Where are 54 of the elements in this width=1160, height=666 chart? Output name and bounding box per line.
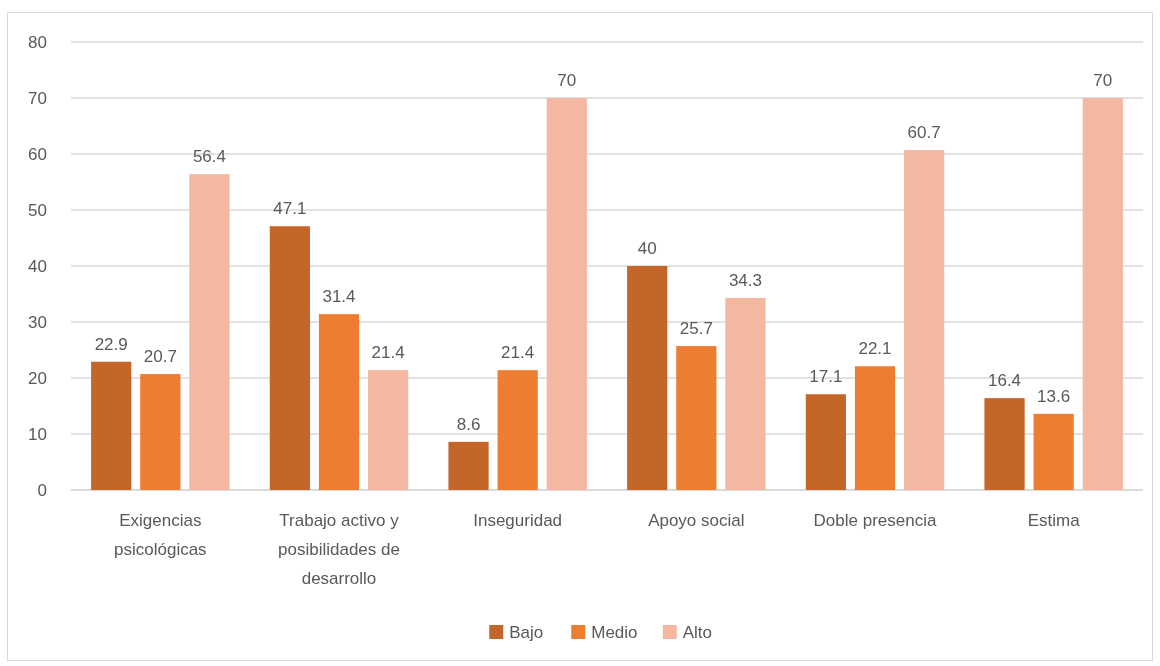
data-label: 47.1 xyxy=(273,199,307,219)
data-label: 25.7 xyxy=(679,319,713,339)
y-tick-label: 80 xyxy=(28,32,47,52)
data-label: 22.1 xyxy=(858,339,892,359)
data-label: 13.6 xyxy=(1037,386,1071,406)
bar xyxy=(805,394,846,490)
y-tick-label: 10 xyxy=(28,424,47,444)
y-tick-label: 60 xyxy=(28,144,47,164)
bar xyxy=(627,266,668,490)
bar xyxy=(1082,98,1123,490)
bar xyxy=(497,370,538,490)
data-label: 21.4 xyxy=(371,343,405,363)
y-tick-label: 20 xyxy=(28,368,47,388)
bar xyxy=(725,297,766,490)
y-tick-label: 70 xyxy=(28,88,47,108)
y-tick-label: 0 xyxy=(37,480,47,500)
data-label: 34.3 xyxy=(728,270,763,290)
bar xyxy=(368,370,409,490)
bar xyxy=(546,98,587,490)
legend-label: Alto xyxy=(682,622,713,642)
data-label: 8.6 xyxy=(456,414,481,434)
bar xyxy=(448,441,489,490)
bar xyxy=(140,374,181,490)
data-label: 16.4 xyxy=(987,371,1022,391)
y-tick-label: 50 xyxy=(28,200,47,220)
x-tick-label: Doble presencia xyxy=(813,511,937,530)
bar xyxy=(676,346,717,490)
bar xyxy=(1033,413,1074,490)
data-label: 70 xyxy=(1093,71,1113,90)
data-label: 20.7 xyxy=(143,347,177,367)
y-tick-label: 30 xyxy=(28,312,47,332)
data-label: 70 xyxy=(557,71,577,90)
x-tick-label: Exigencias psicológicas xyxy=(114,511,207,559)
legend-label: Bajo xyxy=(509,622,544,642)
bar xyxy=(189,174,230,490)
y-tick-label: 40 xyxy=(28,256,47,276)
data-label: 22.9 xyxy=(94,334,128,354)
x-tick-label: Estima xyxy=(1027,511,1081,530)
data-label: 17.1 xyxy=(809,367,843,387)
x-tick-label: Trabajo activo y posibilidades de desarrollo xyxy=(278,511,400,588)
data-label: 40 xyxy=(637,239,657,258)
data-label: 56.4 xyxy=(192,147,227,167)
bar xyxy=(91,361,132,490)
bar xyxy=(318,314,360,490)
bar xyxy=(904,150,945,490)
data-label: 21.4 xyxy=(501,343,535,363)
data-label: 60.7 xyxy=(907,123,941,143)
x-tick-label: Inseguridad xyxy=(473,511,563,530)
bar xyxy=(984,398,1025,490)
x-tick-label: Apoyo social xyxy=(648,511,745,530)
legend-label: Medio xyxy=(591,622,638,642)
bar xyxy=(854,366,896,490)
bar xyxy=(269,226,310,490)
data-label: 31.4 xyxy=(322,287,356,307)
